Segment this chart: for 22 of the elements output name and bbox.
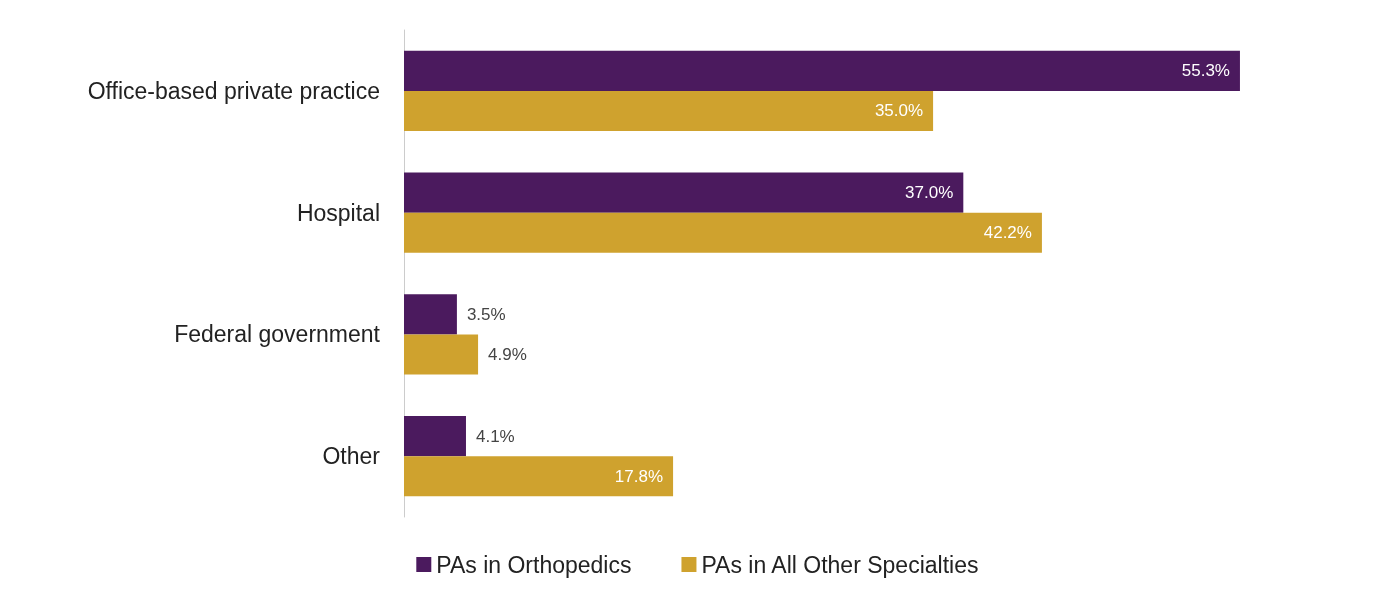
data-label: 35.0% <box>874 101 924 121</box>
data-label: 4.1% <box>475 426 515 446</box>
data-label: 4.9% <box>488 344 527 364</box>
data-label: 42.2% <box>983 223 1032 243</box>
data-label: 17.8% <box>614 466 664 486</box>
bar <box>404 172 964 213</box>
bar <box>404 415 466 457</box>
y-tick-label: Hospital <box>296 199 380 226</box>
bar <box>404 90 934 132</box>
data-label: 55.3% <box>1181 61 1230 81</box>
bar <box>404 50 1240 91</box>
bar <box>404 456 674 497</box>
y-tick-label: Office-based private practice <box>87 77 380 104</box>
data-label: 3.5% <box>466 304 506 324</box>
y-tick-label: Federal government <box>174 321 381 348</box>
y-tick-label: Other <box>322 443 381 470</box>
bar <box>404 294 457 335</box>
bar <box>404 334 479 375</box>
data-label: 37.0% <box>905 183 954 203</box>
legend-label: PAs in Orthopedics <box>436 551 632 578</box>
legend-label: PAs in All Other Specialties <box>701 551 979 578</box>
bar <box>404 212 1042 253</box>
